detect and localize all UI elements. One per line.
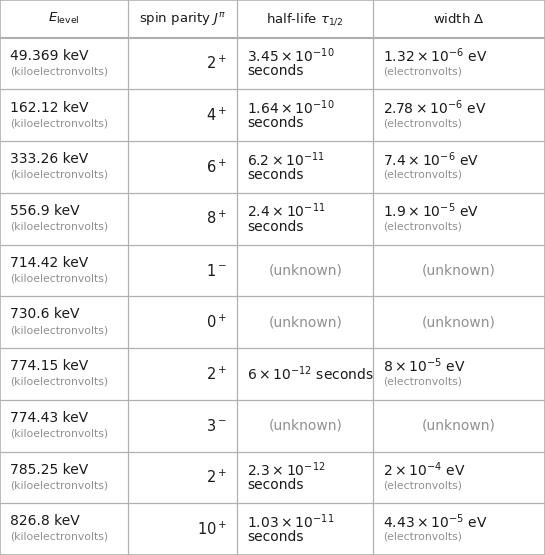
Text: half-life $\tau_{1/2}$: half-life $\tau_{1/2}$ <box>267 11 344 27</box>
Text: seconds: seconds <box>247 530 304 544</box>
Text: 162.12 keV: 162.12 keV <box>10 100 88 114</box>
Text: seconds: seconds <box>247 64 304 78</box>
Text: 774.15 keV: 774.15 keV <box>10 359 88 373</box>
Text: $1.32\times10^{-6}$ eV: $1.32\times10^{-6}$ eV <box>383 47 488 65</box>
Text: $4.43\times10^{-5}$ eV: $4.43\times10^{-5}$ eV <box>383 512 488 531</box>
Text: 0$^+$: 0$^+$ <box>206 314 227 331</box>
Text: width $\Delta$: width $\Delta$ <box>433 12 485 26</box>
Text: $6.2\times10^{-11}$: $6.2\times10^{-11}$ <box>247 150 325 169</box>
Text: (kiloelectronvolts): (kiloelectronvolts) <box>10 532 108 542</box>
Text: 2$^+$: 2$^+$ <box>206 469 227 486</box>
Text: 4$^+$: 4$^+$ <box>206 107 227 124</box>
Text: $2.3\times10^{-12}$: $2.3\times10^{-12}$ <box>247 460 325 479</box>
Text: (kiloelectronvolts): (kiloelectronvolts) <box>10 377 108 387</box>
Text: (kiloelectronvolts): (kiloelectronvolts) <box>10 67 108 77</box>
Text: (electronvolts): (electronvolts) <box>383 377 462 387</box>
Text: 774.43 keV: 774.43 keV <box>10 411 88 425</box>
Text: $6\times10^{-12}$ seconds: $6\times10^{-12}$ seconds <box>247 365 374 384</box>
Text: 10$^+$: 10$^+$ <box>197 521 227 538</box>
Text: (unknown): (unknown) <box>268 418 342 433</box>
Text: (electronvolts): (electronvolts) <box>383 221 462 231</box>
Text: (unknown): (unknown) <box>268 264 342 278</box>
Text: 333.26 keV: 333.26 keV <box>10 152 88 166</box>
Text: (electronvolts): (electronvolts) <box>383 118 462 128</box>
Text: 730.6 keV: 730.6 keV <box>10 307 80 321</box>
Text: (kiloelectronvolts): (kiloelectronvolts) <box>10 480 108 490</box>
Text: (unknown): (unknown) <box>422 315 496 329</box>
Text: $1.03\times10^{-11}$: $1.03\times10^{-11}$ <box>247 512 334 531</box>
Text: (kiloelectronvolts): (kiloelectronvolts) <box>10 221 108 231</box>
Text: (unknown): (unknown) <box>422 264 496 278</box>
Text: 1$^-$: 1$^-$ <box>207 263 227 279</box>
Text: 826.8 keV: 826.8 keV <box>10 514 80 528</box>
Text: 8$^+$: 8$^+$ <box>206 210 227 228</box>
Text: 2$^+$: 2$^+$ <box>206 55 227 72</box>
Text: (unknown): (unknown) <box>422 418 496 433</box>
Text: 556.9 keV: 556.9 keV <box>10 204 80 218</box>
Text: seconds: seconds <box>247 478 304 492</box>
Text: seconds: seconds <box>247 168 304 182</box>
Text: $E_\mathrm{level}$: $E_\mathrm{level}$ <box>49 11 80 27</box>
Text: $1.9\times10^{-5}$ eV: $1.9\times10^{-5}$ eV <box>383 201 479 220</box>
Text: $2\times10^{-4}$ eV: $2\times10^{-4}$ eV <box>383 460 466 479</box>
Text: (electronvolts): (electronvolts) <box>383 480 462 490</box>
Text: (kiloelectronvolts): (kiloelectronvolts) <box>10 170 108 180</box>
Text: seconds: seconds <box>247 220 304 234</box>
Text: $2.78\times10^{-6}$ eV: $2.78\times10^{-6}$ eV <box>383 98 487 117</box>
Text: $7.4\times10^{-6}$ eV: $7.4\times10^{-6}$ eV <box>383 150 479 169</box>
Text: 714.42 keV: 714.42 keV <box>10 256 88 270</box>
Text: 2$^+$: 2$^+$ <box>206 365 227 382</box>
Text: (electronvolts): (electronvolts) <box>383 532 462 542</box>
Text: (electronvolts): (electronvolts) <box>383 170 462 180</box>
Text: (kiloelectronvolts): (kiloelectronvolts) <box>10 428 108 438</box>
Text: (kiloelectronvolts): (kiloelectronvolts) <box>10 273 108 283</box>
Text: spin parity $J^\pi$: spin parity $J^\pi$ <box>139 11 226 27</box>
Text: (kiloelectronvolts): (kiloelectronvolts) <box>10 325 108 335</box>
Text: $2.4\times10^{-11}$: $2.4\times10^{-11}$ <box>247 201 325 220</box>
Text: seconds: seconds <box>247 116 304 130</box>
Text: 49.369 keV: 49.369 keV <box>10 49 88 63</box>
Text: 6$^+$: 6$^+$ <box>206 158 227 176</box>
Text: 785.25 keV: 785.25 keV <box>10 463 88 477</box>
Text: (kiloelectronvolts): (kiloelectronvolts) <box>10 118 108 128</box>
Text: $1.64\times10^{-10}$: $1.64\times10^{-10}$ <box>247 98 335 117</box>
Text: 3$^-$: 3$^-$ <box>207 418 227 433</box>
Text: $3.45\times10^{-10}$: $3.45\times10^{-10}$ <box>247 47 335 65</box>
Text: (electronvolts): (electronvolts) <box>383 67 462 77</box>
Text: (unknown): (unknown) <box>268 315 342 329</box>
Text: $8\times10^{-5}$ eV: $8\times10^{-5}$ eV <box>383 357 466 376</box>
